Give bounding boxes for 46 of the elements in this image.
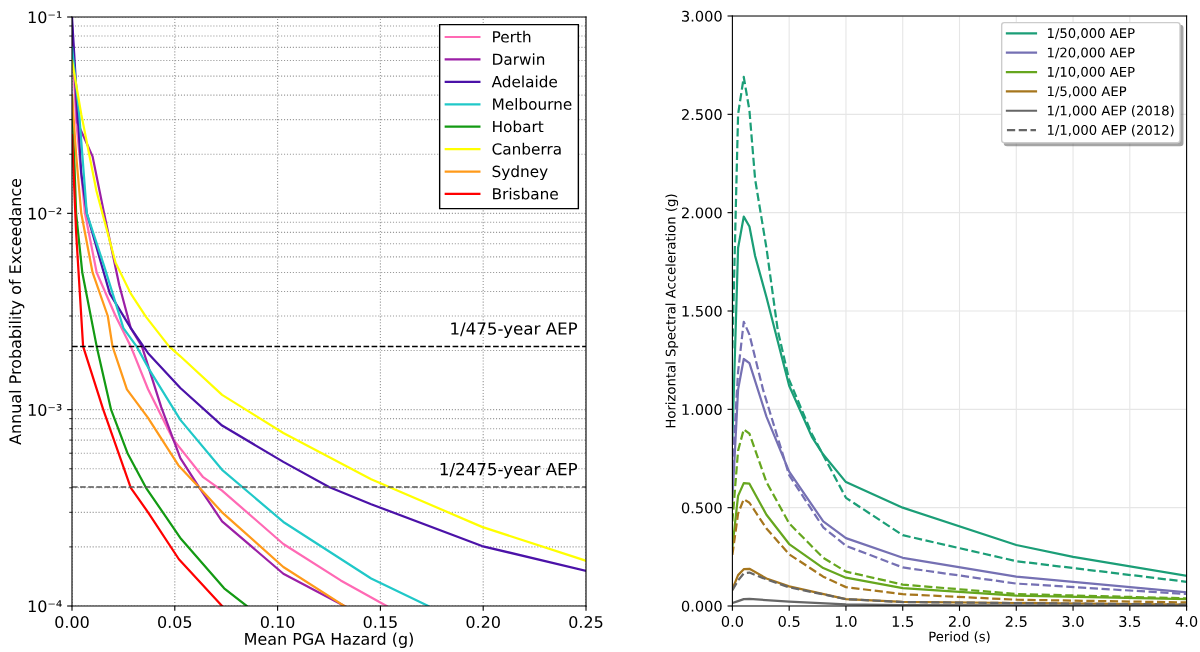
legend-label: 1/1,000 AEP (2012) (1047, 124, 1174, 137)
x-tick-label: 0.05 (158, 616, 192, 629)
legend-label: 1/5,000 AEP (1047, 86, 1127, 98)
y-tick-label: 2.000 (682, 207, 722, 219)
x-tick-label: 0.5 (778, 615, 800, 628)
legend-label: Canberra (492, 142, 561, 155)
x-tick-label: 0.25 (569, 616, 603, 629)
x-tick-label: 0.15 (363, 616, 397, 629)
x-axis-title: Mean PGA Hazard (g) (245, 632, 413, 649)
y-tick-label: 10⁻³ (28, 403, 62, 416)
legend-label: Sydney (492, 165, 548, 181)
x-tick-label: 3.0 (1062, 615, 1084, 628)
ref-line-label: 1/2475-year AEP (440, 462, 578, 479)
legend-label: 1/10,000 AEP (1047, 66, 1135, 79)
y-tick-label: 10⁻² (28, 207, 62, 220)
legend-label: Adelaide (491, 75, 558, 88)
x-tick-label: 2.5 (1005, 615, 1027, 628)
x-tick-label: 0.0 (721, 615, 744, 628)
y-tick-label: 1.500 (682, 305, 722, 317)
legend-label: Brisbane (493, 187, 558, 200)
y-tick-label: 10⁻⁴ (28, 600, 62, 613)
y-tick-label: 3.000 (682, 10, 722, 22)
legend-label: 1/1,000 AEP (2018) (1047, 105, 1174, 118)
y-axis-title: Annual Probability of Exceedance (8, 178, 25, 445)
y-axis-title: Horizontal Spectral Acceleration (g) (665, 194, 679, 428)
legend-label: 1/50,000 AEP (1047, 28, 1135, 40)
legend-label: Hobart (493, 120, 544, 133)
y-tick-label: 0.500 (681, 502, 722, 514)
x-axis-title: Period (s) (929, 631, 990, 643)
x-tick-label: 3.5 (1119, 615, 1141, 628)
x-tick-label: 2.0 (948, 615, 971, 628)
x-tick-label: 0.00 (55, 616, 89, 629)
ref-line-label: 1/475-year AEP (451, 322, 578, 339)
legend-label: Perth (493, 30, 531, 43)
x-tick-label: 4.0 (1175, 615, 1198, 628)
y-tick-label: 10⁻¹ (28, 11, 62, 24)
legend-label: Darwin (493, 53, 545, 65)
x-tick-label: 1.5 (892, 616, 914, 628)
legend-label: Melbourne (493, 98, 572, 110)
y-tick-label: 1.000 (682, 404, 722, 416)
x-tick-label: 0.20 (466, 616, 500, 629)
y-tick-label: 2.500 (682, 109, 722, 121)
x-tick-label: 1.0 (835, 615, 857, 628)
x-tick-label: 0.10 (260, 616, 295, 629)
legend-label: 1/20,000 AEP (1047, 47, 1135, 59)
y-tick-label: 0.000 (681, 600, 722, 612)
